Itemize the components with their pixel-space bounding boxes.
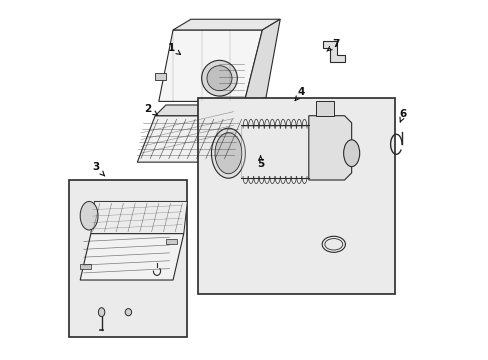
Polygon shape xyxy=(80,234,183,280)
Polygon shape xyxy=(323,41,344,62)
Polygon shape xyxy=(315,102,333,116)
Text: 7: 7 xyxy=(326,39,339,51)
Text: 1: 1 xyxy=(167,43,180,54)
Text: 4: 4 xyxy=(295,87,305,100)
Ellipse shape xyxy=(201,60,237,96)
Ellipse shape xyxy=(80,202,98,230)
Polygon shape xyxy=(80,264,91,269)
Text: 3: 3 xyxy=(92,162,104,176)
Ellipse shape xyxy=(206,66,231,91)
Ellipse shape xyxy=(98,308,104,317)
Polygon shape xyxy=(173,19,280,30)
Ellipse shape xyxy=(125,309,131,316)
FancyBboxPatch shape xyxy=(241,126,308,178)
Ellipse shape xyxy=(211,128,245,178)
Polygon shape xyxy=(244,19,280,102)
Text: 6: 6 xyxy=(399,109,406,122)
Text: 2: 2 xyxy=(144,104,157,115)
Polygon shape xyxy=(233,105,262,162)
Polygon shape xyxy=(165,239,176,244)
Ellipse shape xyxy=(343,140,359,167)
Polygon shape xyxy=(137,116,251,162)
Polygon shape xyxy=(308,116,351,180)
Polygon shape xyxy=(91,202,187,234)
Polygon shape xyxy=(155,105,262,116)
Polygon shape xyxy=(159,30,262,102)
Text: 5: 5 xyxy=(256,156,264,169)
FancyBboxPatch shape xyxy=(69,180,187,337)
Ellipse shape xyxy=(215,133,242,174)
FancyBboxPatch shape xyxy=(198,98,394,294)
Polygon shape xyxy=(155,73,165,80)
